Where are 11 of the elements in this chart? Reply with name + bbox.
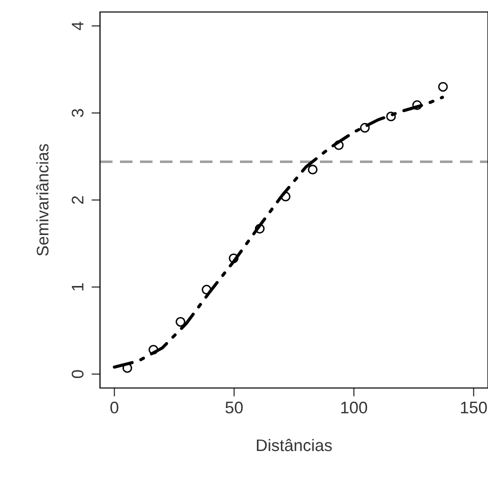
x-tick-label: 50 xyxy=(226,402,243,414)
y-axis-title: Semivariâncias xyxy=(36,144,49,256)
y-tick-label: 2 xyxy=(72,196,84,204)
y-tick-label: 1 xyxy=(72,283,84,290)
x-tick-label: 0 xyxy=(110,402,118,414)
x-axis-title: Distâncias xyxy=(256,438,332,452)
y-tick-label: 3 xyxy=(72,109,84,117)
x-tick-label: 100 xyxy=(341,402,368,414)
x-tick-label: 150 xyxy=(461,402,487,414)
y-tick-label: 0 xyxy=(72,370,84,378)
y-tick-label: 4 xyxy=(72,22,84,30)
